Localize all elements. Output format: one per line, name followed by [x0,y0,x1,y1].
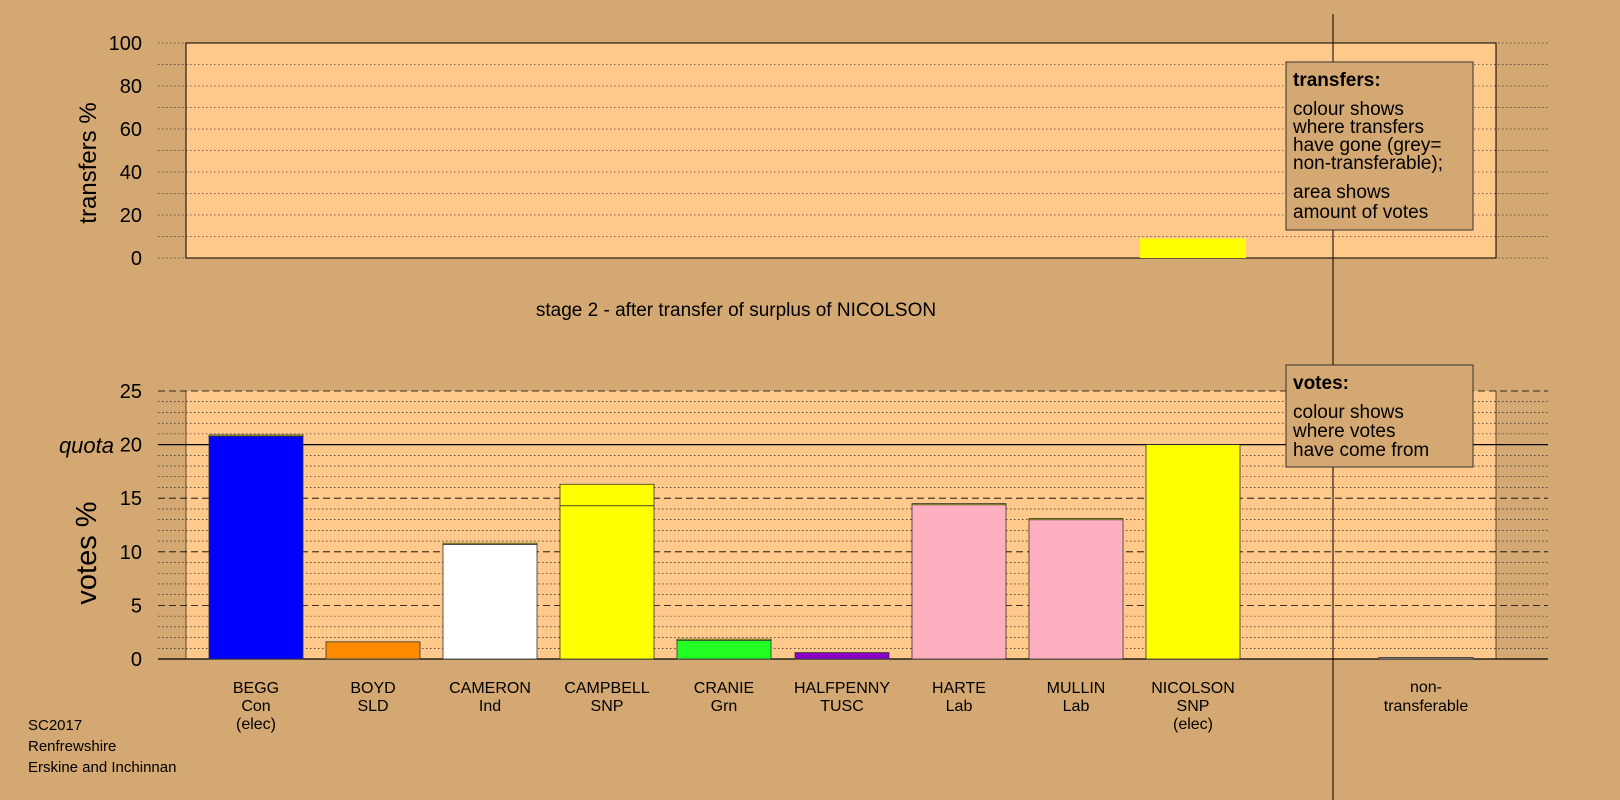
candidate-status: (elec) [1173,716,1213,733]
candidate-name: CAMERON [449,680,531,697]
votes-y-tick-label: 20 [120,435,142,457]
votes-legend-title: votes: [1293,373,1349,394]
transfers-legend-line: have gone (grey= [1293,135,1441,156]
footer-ward: Erskine and Inchinnan [28,759,176,776]
transfers-legend: transfers: colour shows where transfers … [1285,61,1474,231]
transfer-received-bar [559,483,655,507]
transfer-received-bar [676,638,772,641]
transfers-y-tick-label: 100 [109,33,142,55]
candidate-labels: BEGGCon(elec)BOYDSLDCAMERONIndCAMPBELLSN… [233,679,1468,733]
vote-bar [559,505,655,660]
transfers-legend-box [1285,61,1474,231]
candidate-name: BOYD [350,680,395,697]
votes-y-tick-label: 10 [120,542,142,564]
votes-y-tick-label: 0 [131,649,142,671]
candidate-name: MULLIN [1047,680,1106,697]
transfers-y-tick-labels: 0 20 40 60 80 100 [109,33,142,270]
vote-bar [911,504,1007,660]
votes-legend-line: have come from [1293,440,1429,461]
votes-y-tick-label: 25 [120,381,142,403]
vote-bar [794,652,890,660]
vote-bar [442,543,538,660]
vote-bar [676,639,772,660]
candidate-party: SNP [1177,698,1210,715]
votes-axis-title: votes % [71,501,103,604]
footer-election: SC2017 [28,717,82,734]
transfers-legend-line: amount of votes [1293,202,1428,223]
transfers-y-tick-label: 0 [131,248,142,270]
votes-y-tick-label: 5 [131,595,142,617]
candidate-status: (elec) [236,716,276,733]
candidate-party: Ind [479,698,501,715]
vote-bar [325,641,421,660]
vote-bar [208,435,304,660]
candidate-party: Lab [946,698,973,715]
quota-label: quota [59,433,114,458]
vote-bar [1028,519,1124,660]
votes-legend: votes: colour shows where votes have com… [1285,364,1474,468]
candidate-party: SNP [591,698,624,715]
transfer-received-bar [911,503,1007,506]
votes-plot-area [186,391,1496,659]
candidate-name: HALFPENNY [794,680,890,697]
transfers-y-tick-label: 60 [120,119,142,141]
transfers-legend-line: colour shows [1293,99,1404,120]
transfers-y-tick-label: 20 [120,205,142,227]
votes-bars [208,434,1474,660]
transfer-received-bar [1028,518,1124,521]
transfers-legend-line: area shows [1293,182,1390,203]
transfers-bars [1140,238,1246,258]
candidate-name: CAMPBELL [564,680,649,697]
transfers-y-tick-label: 80 [120,76,142,98]
transfer-received-bar [208,434,304,437]
transfer-bar [1140,238,1246,258]
transfers-axis-title: transfers % [75,102,102,223]
candidate-party: Con [241,698,270,715]
votes-y-tick-label: 15 [120,488,142,510]
transfers-plot-area [185,42,1497,259]
candidate-party: TUSC [820,698,864,715]
transfers-legend-line: where transfers [1292,117,1424,138]
transfers-legend-line: non-transferable); [1293,153,1443,174]
nontransferable-label: transferable [1384,698,1469,715]
candidate-name: HARTE [932,680,986,697]
candidate-name: CRANIE [694,680,754,697]
candidate-party: Lab [1063,698,1090,715]
footer-council: Renfrewshire [28,738,116,755]
candidate-name: BEGG [233,680,279,697]
votes-legend-line: where votes [1292,421,1395,442]
nontransferable-label: non- [1410,679,1442,696]
candidate-party: Grn [711,698,738,715]
votes-y-tick-labels: 0 5 10 15 20 25 [120,381,142,671]
transfers-y-tick-label: 40 [120,162,142,184]
vote-bar [1145,444,1241,660]
transfer-received-bar [442,542,538,545]
candidate-party: SLD [357,698,388,715]
votes-legend-box [1285,364,1474,468]
candidate-name: NICOLSON [1151,680,1235,697]
transfers-legend-title: transfers: [1293,70,1381,91]
stage-title: stage 2 - after transfer of surplus of N… [536,300,936,321]
nontransferable-bar [1378,656,1474,660]
votes-legend-line: colour shows [1293,402,1404,423]
